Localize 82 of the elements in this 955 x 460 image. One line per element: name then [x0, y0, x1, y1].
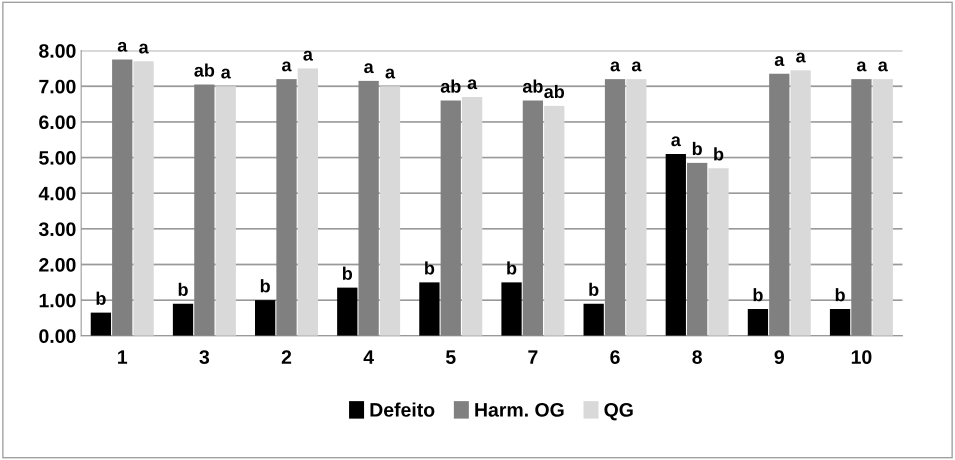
x-tick-label: 5 — [446, 350, 456, 364]
bar — [790, 70, 811, 336]
data-label: a — [282, 61, 292, 72]
data-label: b — [692, 142, 702, 156]
bar — [380, 86, 400, 336]
data-label: ab — [194, 63, 214, 77]
data-label: a — [878, 61, 888, 72]
x-tick-label: 3 — [199, 350, 210, 364]
bar — [133, 61, 154, 336]
bar — [440, 100, 461, 336]
x-tick-label: 7 — [528, 350, 538, 364]
y-tick-label: 6.00 — [39, 115, 76, 130]
data-label: b — [714, 147, 724, 161]
bar — [769, 74, 790, 336]
data-label: a — [385, 68, 396, 79]
bar — [276, 79, 297, 336]
y-tick-label: 8.00 — [39, 44, 76, 58]
bar — [298, 68, 318, 336]
bar — [501, 282, 522, 336]
y-tick-label: 1.00 — [40, 294, 76, 308]
y-tick-label: 2.00 — [39, 258, 76, 272]
x-tick-label: 9 — [774, 350, 784, 364]
x-tick-label: 8 — [692, 350, 702, 364]
x-tick-label: 6 — [610, 350, 620, 364]
data-label: b — [425, 261, 434, 275]
data-label: a — [468, 79, 478, 90]
bar — [90, 312, 112, 336]
bar — [851, 79, 872, 336]
bar — [584, 304, 604, 336]
x-tick-label: 2 — [282, 350, 292, 364]
bar — [358, 80, 379, 336]
data-label: b — [342, 266, 352, 280]
data-label: ab — [522, 80, 543, 93]
data-label: a — [632, 61, 642, 72]
bar — [419, 282, 440, 336]
bar — [604, 79, 626, 336]
data-label: ab — [440, 80, 461, 93]
bar — [544, 106, 564, 336]
bar — [830, 309, 850, 336]
bar — [626, 79, 647, 336]
bar — [194, 84, 215, 336]
bar — [708, 168, 729, 336]
data-label: b — [754, 288, 763, 302]
x-tick-label: 10 — [852, 350, 872, 364]
data-label: a — [796, 52, 806, 62]
y-tick-label: 7.00 — [39, 80, 76, 94]
bar — [216, 86, 236, 336]
bar — [522, 100, 544, 336]
legend-label: Harm. OG — [475, 402, 564, 417]
y-tick-label: 5.00 — [39, 151, 76, 165]
legend-label: Defeito — [370, 402, 434, 417]
data-label: b — [178, 282, 188, 296]
data-label: a — [303, 50, 313, 61]
y-tick-label: 0.00 — [39, 329, 76, 344]
data-label: b — [589, 282, 598, 296]
bar — [666, 154, 686, 336]
bar — [872, 79, 893, 336]
bar — [687, 162, 708, 336]
data-label: a — [856, 61, 867, 72]
data-label: a — [774, 56, 784, 66]
data-label: a — [118, 42, 128, 52]
data-label: ab — [544, 84, 564, 98]
bar — [172, 304, 194, 336]
legend-label: QG — [604, 402, 633, 420]
x-tick-label: 4 — [364, 350, 374, 364]
x-tick-label: 1 — [118, 350, 128, 364]
data-label: a — [221, 68, 231, 79]
data-label: a — [671, 136, 681, 146]
bar — [112, 60, 132, 336]
data-label: b — [260, 279, 270, 292]
data-label: b — [507, 261, 516, 275]
data-label: b — [836, 288, 845, 302]
y-tick-label: 4.00 — [38, 186, 76, 200]
data-label: a — [364, 63, 374, 74]
data-label: b — [96, 292, 106, 305]
data-label: a — [139, 44, 149, 54]
bar — [748, 309, 768, 336]
y-tick-label: 3.00 — [38, 222, 76, 236]
bar — [462, 96, 482, 336]
bar — [337, 288, 358, 336]
data-label: a — [610, 61, 620, 72]
bar — [255, 300, 276, 336]
